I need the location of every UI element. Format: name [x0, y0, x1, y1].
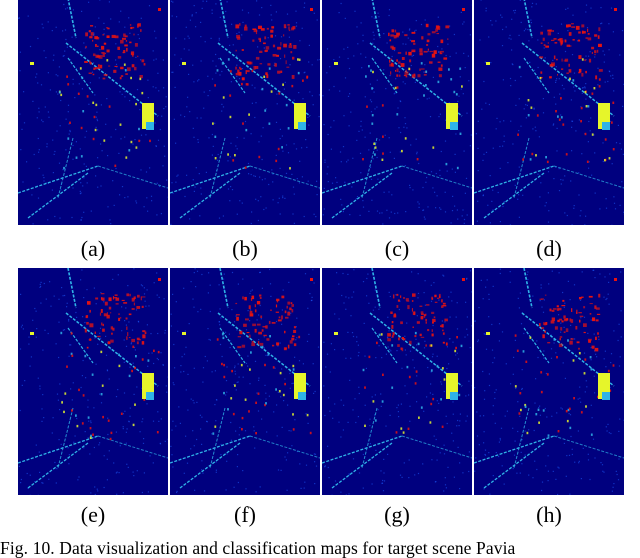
map-panel-f	[170, 268, 320, 495]
panel-label-f: (f)	[170, 503, 320, 527]
map-panel-a	[18, 0, 168, 225]
map-panel-g	[322, 268, 472, 495]
map-panel-h	[474, 268, 624, 495]
map-panel-d	[474, 0, 624, 225]
panel-label-d: (d)	[474, 237, 624, 261]
panel-label-g: (g)	[322, 503, 472, 527]
panel-label-c: (c)	[322, 237, 472, 261]
panel-label-a: (a)	[18, 237, 168, 261]
panel-label-h: (h)	[474, 503, 624, 527]
map-panel-b	[170, 0, 320, 225]
figure-caption: Fig. 10. Data visualization and classifi…	[0, 538, 640, 558]
map-panel-c	[322, 0, 472, 225]
panel-label-e: (e)	[18, 503, 168, 527]
panel-label-b: (b)	[170, 237, 320, 261]
map-panel-e	[18, 268, 168, 495]
